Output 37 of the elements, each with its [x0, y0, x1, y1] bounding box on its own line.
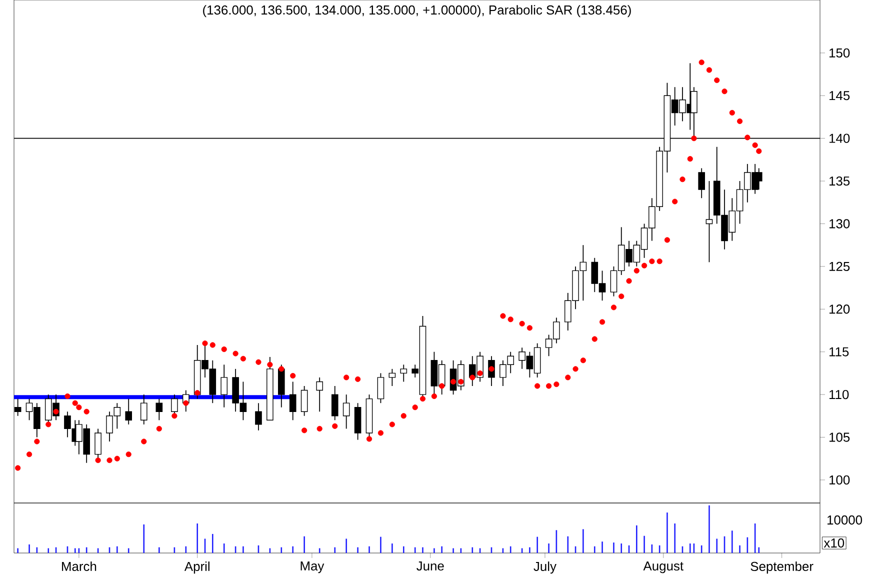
candlestick	[388, 368, 396, 386]
y-tick-label: 120	[830, 304, 850, 314]
candlestick	[255, 402, 262, 431]
y-tick-label: 100	[830, 475, 850, 485]
y-tick-label: 110	[830, 390, 849, 400]
y-tick-label: 135	[830, 176, 850, 186]
y-tick-label: 140	[830, 134, 850, 143]
candlestick	[698, 168, 705, 199]
candlestick	[156, 398, 163, 421]
x-tick-label: August	[643, 562, 684, 574]
candlestick	[706, 180, 713, 263]
candlestick	[342, 394, 350, 430]
y-tick-label: 145	[830, 91, 850, 100]
x-tick-label: September	[750, 562, 814, 574]
x-tick-label: July	[534, 562, 556, 574]
y-tick-label: 150	[830, 48, 850, 58]
chart-title: (136.000, 136.500, 134.000, 135.000, +1.00000), Parabolic SAR (138.456)	[203, 5, 631, 18]
candlestick	[220, 364, 228, 408]
candlestick	[125, 398, 132, 425]
y-tick-label: 105	[830, 432, 850, 442]
y-tick-label: 115	[830, 347, 849, 356]
y-tick-label: 125	[830, 262, 850, 272]
candlestick	[377, 372, 384, 404]
candlestick	[140, 394, 148, 425]
candlestick	[331, 386, 338, 421]
candlestick	[400, 364, 408, 382]
candlestick	[300, 386, 308, 416]
y-tick-label: 130	[830, 219, 850, 228]
x-tick-label: March	[62, 562, 96, 572]
candlestick	[316, 377, 323, 412]
x-tick-label: April	[184, 562, 210, 574]
x-tick-label: June	[416, 562, 444, 571]
candlestick	[289, 381, 296, 421]
candlestick	[755, 168, 762, 190]
text: x10	[824, 538, 844, 548]
text: 10000	[828, 515, 862, 525]
x-tick-label: May	[300, 562, 324, 574]
